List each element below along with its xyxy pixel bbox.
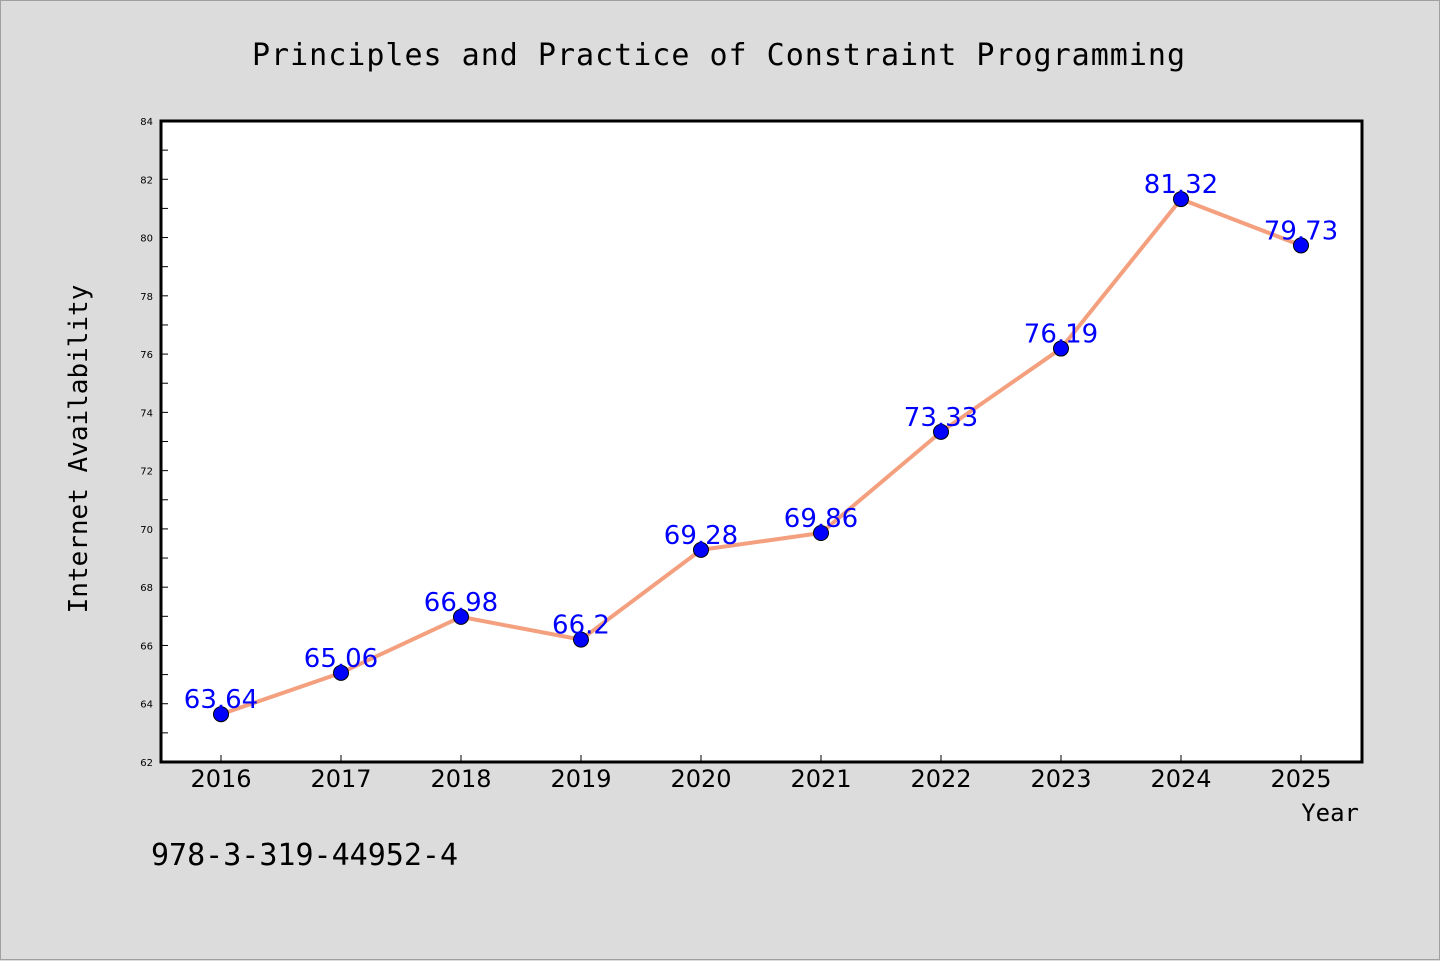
- y-axis: 62 64 66 68 70 72 74 76 78 80 82 84: [140, 117, 168, 769]
- isbn-footnote: 978-3-319-44952-4: [151, 838, 458, 873]
- y-tick-label: 64: [140, 700, 153, 711]
- data-label: 69.86: [784, 504, 858, 534]
- data-label: 76.19: [1024, 320, 1098, 350]
- data-label: 69.28: [664, 521, 738, 551]
- x-tick-label: 2019: [550, 765, 611, 793]
- x-tick-label: 2023: [1030, 765, 1091, 793]
- y-tick-label: 70: [140, 525, 153, 536]
- data-point-marker: [573, 631, 589, 648]
- y-tick-label: 74: [140, 408, 153, 419]
- y-tick-label: 66: [140, 641, 153, 652]
- data-label: 65.06: [304, 644, 378, 674]
- y-axis-label: Internet Availability: [64, 285, 94, 614]
- data-point-marker: [1293, 237, 1309, 254]
- data-label: 73.33: [904, 403, 978, 433]
- data-point-marker: [933, 423, 949, 440]
- series-line: [219, 197, 1303, 717]
- y-tick-label: 78: [140, 292, 153, 303]
- series-layer: 63.64 65.06 66.98 66.2 69.28 69.86 73.33 76.19 8…: [184, 170, 1338, 723]
- data-point-marker: [453, 608, 469, 625]
- data-point-marker: [1053, 340, 1069, 357]
- y-tick-label: 80: [140, 234, 153, 245]
- data-label: 66.2: [552, 611, 610, 641]
- y-tick-label: 84: [140, 117, 153, 128]
- data-point-marker: [1173, 191, 1189, 208]
- plot-area: [159, 119, 1364, 764]
- x-tick-label: 2021: [790, 765, 851, 793]
- x-tick-label: 2020: [670, 765, 731, 793]
- y-tick-label: 72: [140, 467, 153, 478]
- x-tick-label: 2017: [310, 765, 371, 793]
- data-label: 79.73: [1264, 216, 1338, 246]
- x-axis: 2016 2017 2018 2019 2020 2021 2022 2023 2024 2025: [190, 755, 1332, 793]
- data-point-marker: [333, 664, 349, 681]
- y-tick-label: 62: [140, 758, 153, 769]
- data-label: 66.98: [424, 588, 498, 618]
- data-point-marker: [213, 706, 229, 723]
- x-tick-label: 2025: [1270, 765, 1331, 793]
- y-tick-label: 68: [140, 583, 153, 594]
- x-tick-label: 2016: [190, 765, 251, 793]
- x-axis-label: Year: [1301, 799, 1359, 827]
- data-point-marker: [693, 541, 709, 558]
- data-label: 63.64: [184, 685, 258, 715]
- x-tick-label: 2024: [1150, 765, 1211, 793]
- data-label: 81.32: [1144, 170, 1218, 200]
- x-tick-label: 2022: [910, 765, 971, 793]
- y-tick-label: 82: [140, 175, 153, 186]
- data-point-marker: [813, 524, 829, 541]
- x-tick-label: 2018: [430, 765, 491, 793]
- y-tick-label: 76: [140, 350, 153, 361]
- chart-title: Principles and Practice of Constraint Pr…: [252, 38, 1186, 73]
